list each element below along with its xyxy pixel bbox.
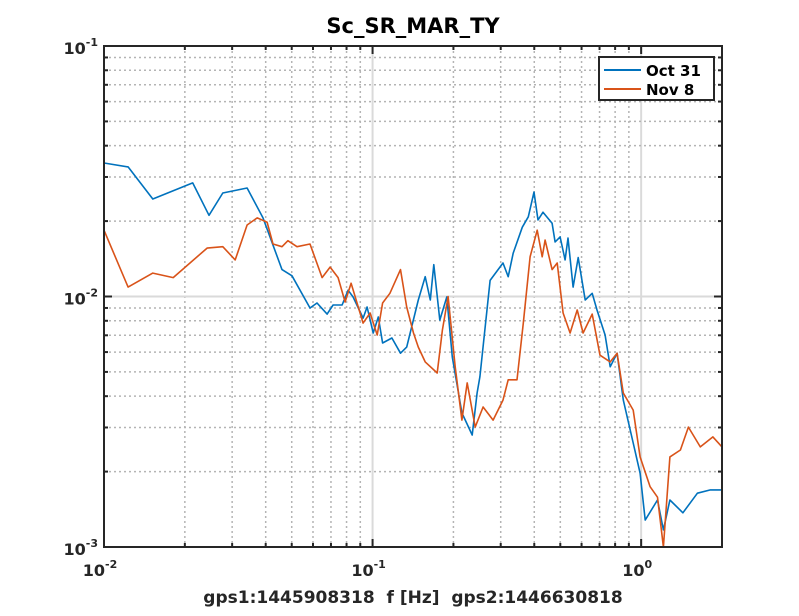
series-line-oct-31: [104, 162, 722, 531]
legend-box: [598, 56, 715, 101]
tick-exponent: -1: [86, 36, 98, 49]
y-tick-label: 10-2: [64, 287, 99, 309]
tick-base: 10: [64, 540, 86, 559]
tick-base: 10: [622, 561, 644, 580]
legend-label: Nov 8: [646, 81, 694, 99]
tick-exponent: -2: [105, 558, 117, 571]
legend-label: Oct 31: [646, 62, 701, 80]
tick-exponent: -2: [86, 287, 98, 300]
tick-exponent: 0: [644, 558, 652, 571]
chart-title: Sc_SR_MAR_TY: [326, 14, 500, 38]
series-lines: [104, 162, 722, 547]
x-tick-label: 10-1: [351, 558, 386, 580]
tick-base: 10: [64, 290, 86, 309]
tick-base: 10: [64, 39, 86, 58]
ticks: [103, 45, 723, 548]
tick-exponent: -1: [374, 558, 386, 571]
x-tick-label: 10-2: [83, 558, 118, 580]
y-tick-label: 10-1: [64, 36, 99, 58]
x-tick-label: 100: [622, 558, 652, 580]
tick-base: 10: [351, 561, 373, 580]
x-axis-label: gps1:1445908318 f [Hz] gps2:1446630818: [203, 588, 622, 608]
tick-base: 10: [83, 561, 105, 580]
y-tick-label: 10-3: [64, 537, 99, 559]
tick-exponent: -3: [86, 537, 98, 550]
series-line-nov-8: [104, 217, 722, 547]
